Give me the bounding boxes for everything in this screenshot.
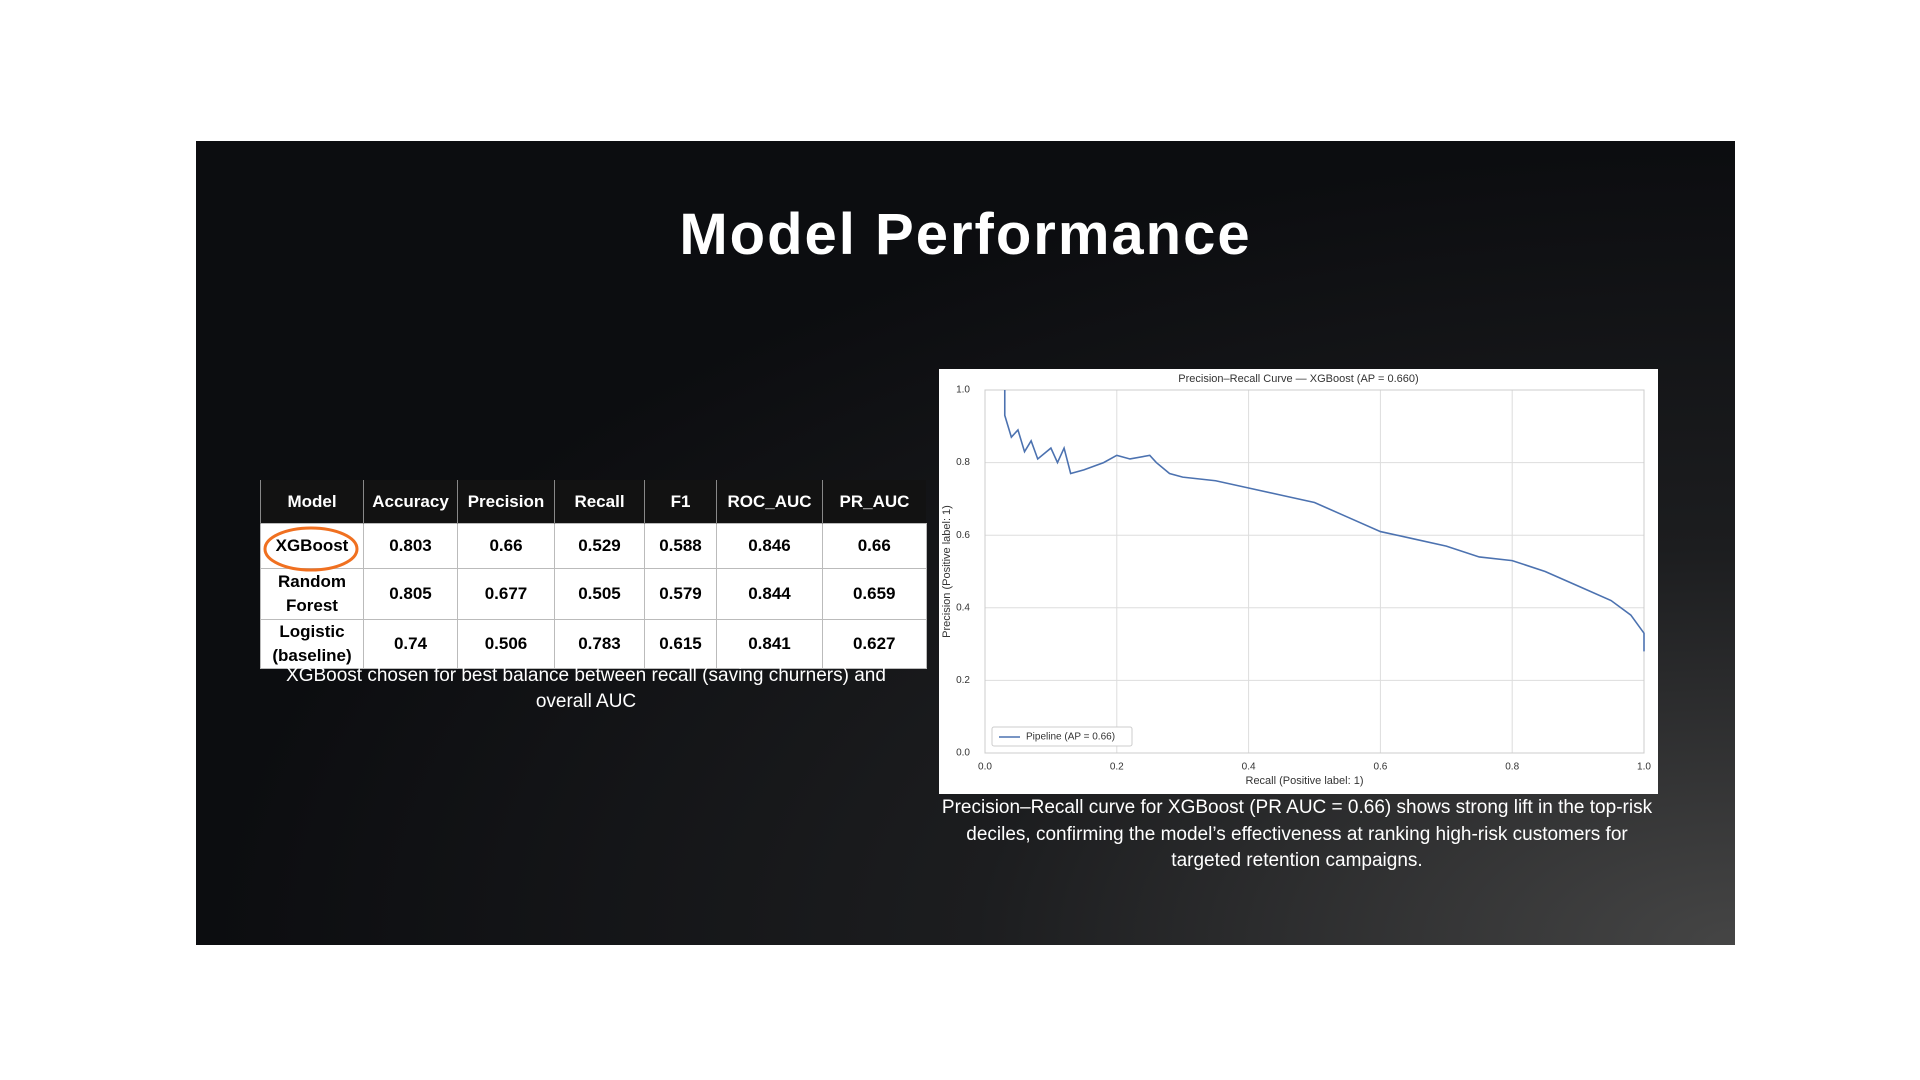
table-cell: 0.506 bbox=[457, 619, 555, 669]
x-tick-label: 1.0 bbox=[1637, 762, 1651, 773]
header-cell: F1 bbox=[644, 480, 717, 524]
x-tick-label: 0.0 bbox=[978, 762, 992, 773]
slide: Model Performance Model Accuracy Precision… bbox=[196, 141, 1735, 945]
x-tick-label: 0.4 bbox=[1242, 762, 1256, 773]
table-cell: Random Forest bbox=[260, 568, 364, 620]
y-tick-label: 0.0 bbox=[956, 748, 970, 759]
table-row: Logistic (baseline) 0.74 0.506 0.783 0.615 0.… bbox=[260, 619, 927, 669]
table-cell: 0.505 bbox=[554, 568, 645, 620]
table-caption: XGBoost chosen for best balance between … bbox=[286, 665, 886, 712]
slide-title: Model Performance bbox=[679, 202, 1252, 267]
table-cell: 0.659 bbox=[822, 568, 927, 620]
table-cell: 0.615 bbox=[644, 619, 717, 669]
table-row: XGBoost 0.803 0.66 0.529 0.588 0.846 0.66 bbox=[260, 523, 927, 569]
chart-caption: Precision–Recall curve for XGBoost (PR A… bbox=[941, 797, 1653, 871]
legend-box bbox=[991, 726, 1133, 747]
x-tick-label: 0.8 bbox=[1505, 762, 1519, 773]
plot-frame bbox=[984, 389, 1645, 754]
y-tick-label: 0.2 bbox=[956, 675, 970, 686]
header-row: Model Accuracy Precision Recall F1 ROC_AUC PR_… bbox=[260, 480, 926, 524]
table-cell: 0.74 bbox=[363, 619, 458, 669]
table-cell: 0.805 bbox=[363, 568, 458, 620]
header-cell: Model bbox=[260, 480, 364, 524]
table-cell: 0.627 bbox=[822, 619, 927, 669]
y-tick-label: 0.4 bbox=[956, 602, 970, 613]
x-tick-label: 0.2 bbox=[1110, 762, 1124, 773]
header-cell: ROC_AUC bbox=[716, 480, 823, 524]
header-cell: Recall bbox=[554, 480, 645, 524]
table-cell: 0.803 bbox=[363, 523, 458, 569]
chart: 0.0 0.2 0.4 0.6 0.8 1.0 0.0 0.2 0.4 0.6 0.8 1.0 Prec… bbox=[941, 373, 1651, 787]
table-row: Random Forest 0.805 0.677 0.505 0.579 0.844 0.… bbox=[260, 568, 927, 620]
table-cell: XGBoost bbox=[260, 523, 364, 569]
table-cell: 0.844 bbox=[716, 568, 823, 620]
table-cell: 0.529 bbox=[554, 523, 645, 569]
header-cell: Accuracy bbox=[363, 480, 458, 524]
table-cell: 0.783 bbox=[554, 619, 645, 669]
x-tick-label: 0.6 bbox=[1373, 762, 1387, 773]
legend-label: Pipeline (AP = 0.66) bbox=[1026, 732, 1115, 743]
table-cell: 0.677 bbox=[457, 568, 555, 620]
chart-title: Precision–Recall Curve — XGBoost (AP = 0… bbox=[1178, 373, 1418, 385]
table-cell: 0.66 bbox=[457, 523, 555, 569]
x-axis-label: Recall (Positive label: 1) bbox=[1246, 775, 1364, 787]
table-cell: 0.579 bbox=[644, 568, 717, 620]
table-cell: 0.846 bbox=[716, 523, 823, 569]
table-cell: 0.588 bbox=[644, 523, 717, 569]
y-tick-label: 1.0 bbox=[956, 385, 970, 396]
pr-curve bbox=[1003, 390, 1645, 652]
table-cell: Logistic (baseline) bbox=[260, 619, 364, 669]
y-tick-label: 0.8 bbox=[956, 457, 970, 468]
table-cell: 0.66 bbox=[822, 523, 927, 569]
chart-image: 0.0 0.2 0.4 0.6 0.8 1.0 0.0 0.2 0.4 0.6 0.8 1.0 Prec… bbox=[939, 369, 1658, 794]
highlight-circle bbox=[263, 526, 359, 572]
y-axis-label: Precision (Positive label: 1) bbox=[941, 505, 953, 638]
y-tick-label: 0.6 bbox=[956, 530, 970, 541]
metrics-table: Model Accuracy Precision Recall F1 ROC_AUC PR_… bbox=[260, 480, 927, 669]
header-cell: Precision bbox=[457, 480, 555, 524]
table-cell: 0.841 bbox=[716, 619, 823, 669]
header-cell: PR_AUC bbox=[822, 480, 926, 524]
